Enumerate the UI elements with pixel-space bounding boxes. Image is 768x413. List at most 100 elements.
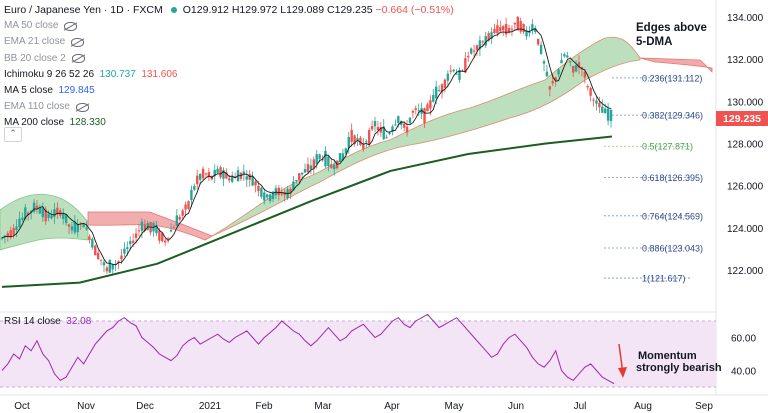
candle-body <box>408 117 412 124</box>
candle-body <box>257 185 260 192</box>
candle-body <box>385 137 388 139</box>
indicator-ema110[interactable]: EMA 110 close <box>4 99 454 115</box>
candle-body <box>321 159 324 161</box>
candle-body <box>452 69 455 72</box>
candle-body <box>583 71 587 78</box>
candle-body <box>504 23 508 35</box>
hidden-eye-icon[interactable] <box>71 54 85 64</box>
candle-body <box>519 21 522 32</box>
candle-body <box>268 194 272 201</box>
candle-body <box>481 41 485 43</box>
candle-body <box>507 27 511 33</box>
fib-level-label: 0.236(131.112) <box>642 73 702 83</box>
candle-body <box>29 210 33 213</box>
ichimoku-cloud-bearish <box>87 211 213 241</box>
ma200-line <box>1 135 613 288</box>
candle-body <box>233 176 237 178</box>
candle-body <box>595 100 598 104</box>
candle-body <box>400 120 403 125</box>
candle-body <box>327 156 330 167</box>
candle-body <box>35 205 39 209</box>
candle-body <box>557 69 560 75</box>
candlestick-series <box>0 15 613 274</box>
candle-body <box>309 165 313 169</box>
candle-body <box>9 230 12 238</box>
candle-body <box>554 77 557 81</box>
candle-body <box>184 204 187 210</box>
candle-body <box>67 224 71 227</box>
fibonacci-retracement-levels: 0.236(131.112) 0.382(129.346) 0.5(127.871)… <box>604 73 703 284</box>
candle-body <box>601 106 604 113</box>
indicator-ichimoku[interactable]: Ichimoku 9 26 52 26 130.737 131.606 <box>4 68 178 80</box>
candle-body <box>6 233 10 236</box>
indicator-bb20[interactable]: BB 20 close 2 <box>4 51 454 67</box>
candle-body <box>306 164 310 173</box>
annotation-momentum-line2: strongly bearish <box>636 362 722 374</box>
candle-body <box>379 127 383 133</box>
fib-level-label: 0.618(126.395) <box>642 173 703 183</box>
candle-body <box>222 169 225 179</box>
candle-body <box>414 108 417 110</box>
fib-level-label: 0.5(127.871) <box>642 142 693 152</box>
candle-body <box>528 32 531 34</box>
hidden-eye-icon[interactable] <box>75 102 89 112</box>
candle-body <box>245 176 248 180</box>
indicator-ma5[interactable]: MA 5 close 129.845 <box>4 85 95 97</box>
candle-body <box>163 240 167 243</box>
candle-body <box>24 207 27 219</box>
candle-body <box>490 32 493 39</box>
fib-level-label: 1(121.617) <box>642 274 686 284</box>
hidden-eye-icon[interactable] <box>71 37 85 47</box>
candle-body <box>155 225 158 234</box>
candle-body <box>213 169 216 177</box>
candle-body <box>365 141 368 143</box>
candle-body <box>353 135 356 145</box>
time-tick-label: Aug <box>634 401 652 412</box>
candle-body <box>376 126 380 131</box>
candle-body <box>12 227 15 235</box>
candle-body <box>178 216 181 220</box>
ichimoku-cloud-bullish-early <box>0 193 89 251</box>
time-axis-ticks: Oct Nov Dec 2021 Feb Mar Apr May Jun Jul Aug Sep <box>14 401 713 412</box>
ma5-line <box>1 28 612 266</box>
indicator-ma200[interactable]: MA 200 close 128.330 <box>4 117 106 129</box>
candle-body <box>356 138 359 141</box>
candle-body <box>475 45 479 51</box>
candle-body <box>172 227 176 229</box>
candle-body <box>315 154 318 165</box>
fib-level-label: 0.382(129.346) <box>642 111 703 121</box>
rsi-line <box>1 313 615 385</box>
candle-body <box>129 241 132 245</box>
candle-body <box>280 193 283 195</box>
time-tick-label: Dec <box>136 401 154 412</box>
candle-body <box>190 189 193 201</box>
indicator-ma50[interactable]: MA 50 close <box>4 18 454 34</box>
candle-body <box>64 213 68 224</box>
rsi-value: 32.08 <box>66 316 92 327</box>
candle-body <box>487 33 490 41</box>
candle-body <box>196 175 199 185</box>
candle-body <box>330 164 333 169</box>
candle-body <box>96 252 100 260</box>
candle-body <box>265 194 269 198</box>
candle-body <box>467 55 470 58</box>
hidden-eye-icon[interactable] <box>64 21 78 31</box>
collapse-legend-chevron-icon[interactable]: ⌃ <box>4 127 22 142</box>
candle-body <box>542 61 546 64</box>
candle-body <box>539 44 543 54</box>
candle-body <box>254 181 257 186</box>
candle-body <box>426 104 429 112</box>
candle-body <box>382 126 385 140</box>
candle-body <box>469 48 473 54</box>
candle-body <box>534 28 537 33</box>
ichimoku-cloud-bearish-future <box>639 57 713 73</box>
candle-body <box>59 210 62 216</box>
rsi-label: RSI 14 close <box>4 316 61 327</box>
candle-body <box>143 224 146 231</box>
candle-body <box>496 25 499 34</box>
candle-body <box>289 188 292 194</box>
indicator-ema21[interactable]: EMA 21 close <box>4 34 454 50</box>
candle-body <box>478 40 482 50</box>
candle-body <box>134 233 138 238</box>
